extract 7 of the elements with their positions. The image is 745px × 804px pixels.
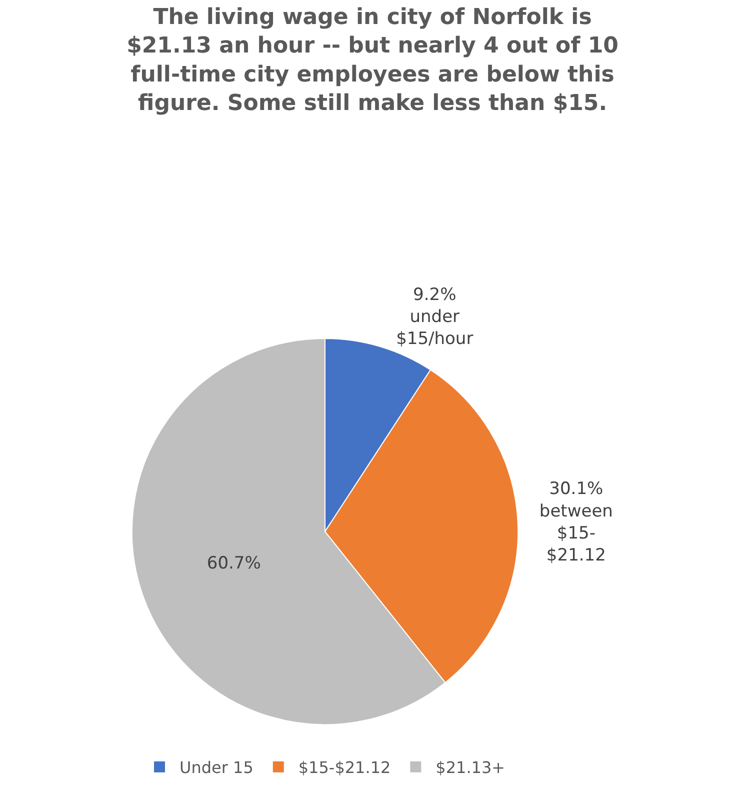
legend-label: $15-$21.12 xyxy=(298,758,391,778)
chart-title: The living wage in city of Norfolk is $21.13 an hour -- but nearly 4 out of 10 full-time city employees are below this figure. Some still make less than $15. xyxy=(126,5,618,116)
data-label: 30.1% between $15- $21.12 xyxy=(539,479,613,566)
legend-label: Under 15 xyxy=(180,758,254,778)
data-label: 9.2% under $15/hour xyxy=(396,284,474,350)
data-label: 60.7% xyxy=(206,553,261,574)
legend-label: $21.13+ xyxy=(436,758,506,778)
